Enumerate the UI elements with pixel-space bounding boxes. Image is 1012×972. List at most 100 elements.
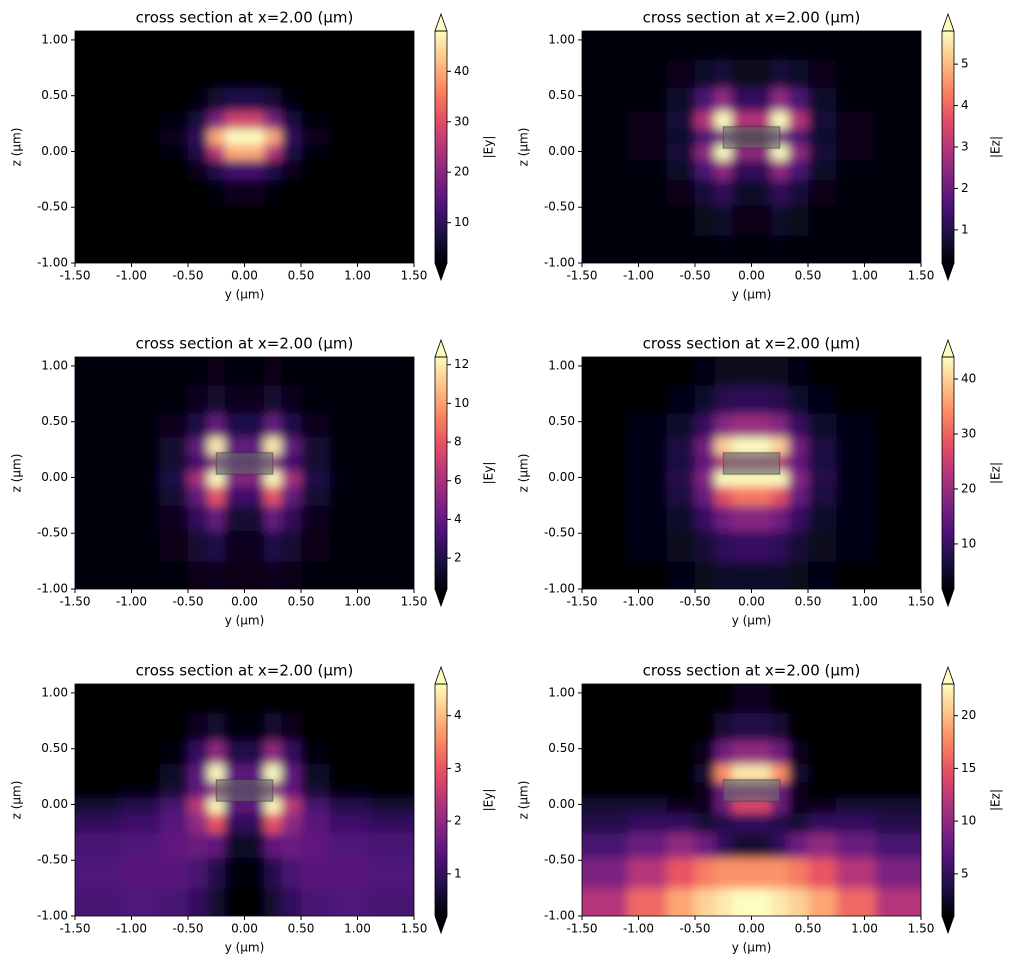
heatmap-cell bbox=[771, 159, 789, 180]
heatmap-cell bbox=[627, 144, 668, 161]
heatmap-cell bbox=[207, 712, 226, 741]
heatmap-cell bbox=[875, 87, 921, 112]
heatmap-cell bbox=[582, 128, 628, 145]
heatmap-cell bbox=[301, 888, 330, 916]
heatmap-cell bbox=[788, 530, 809, 562]
heatmap-cell bbox=[281, 485, 302, 506]
heatmap-cell bbox=[281, 812, 302, 833]
colorbar-label: |Ey| bbox=[482, 789, 496, 812]
cells bbox=[582, 684, 921, 916]
heatmap-cell bbox=[751, 763, 772, 783]
heatmap-cell bbox=[714, 357, 733, 386]
heatmap-cell bbox=[368, 436, 414, 456]
heatmap-cell bbox=[808, 888, 837, 916]
heatmap-cell bbox=[244, 235, 265, 263]
heatmap-cell bbox=[120, 144, 161, 161]
panel-title: cross section at x=2.00 (μm) bbox=[136, 335, 354, 353]
heatmap-cell bbox=[224, 144, 245, 161]
heatmap-cell bbox=[188, 812, 209, 833]
waveguide-outline bbox=[722, 779, 781, 802]
heatmap-cell bbox=[714, 159, 733, 180]
heatmap-cell bbox=[264, 31, 282, 60]
colorbar-tick-label: 10 bbox=[454, 396, 469, 410]
heatmap-cell bbox=[281, 832, 302, 858]
y-tick-label: 1.00 bbox=[548, 685, 575, 699]
heatmap-cell bbox=[771, 812, 789, 833]
heatmap-cell bbox=[714, 857, 733, 889]
heatmap-cell bbox=[207, 179, 226, 205]
heatmap-cell bbox=[808, 59, 837, 88]
heatmap-cell bbox=[751, 740, 772, 765]
heatmap-cell bbox=[75, 888, 121, 916]
heatmap-cell bbox=[188, 31, 209, 60]
heatmap-cell bbox=[714, 235, 733, 263]
heatmap-cell bbox=[75, 505, 121, 531]
heatmap-cell bbox=[836, 357, 877, 386]
heatmap-cell bbox=[714, 530, 733, 562]
x-tick-label: -0.50 bbox=[172, 269, 203, 283]
heatmap-cell bbox=[368, 781, 414, 798]
heatmap-cell bbox=[875, 470, 921, 487]
heatmap-cell bbox=[329, 530, 370, 562]
x-tick-label: -1.50 bbox=[566, 269, 597, 283]
heatmap-cell bbox=[188, 144, 209, 161]
heatmap-cell bbox=[281, 561, 302, 589]
heatmap-cell bbox=[244, 357, 265, 386]
heatmap-cell bbox=[75, 235, 121, 263]
heatmap-cell bbox=[731, 832, 752, 858]
heatmap-cell bbox=[582, 235, 628, 263]
heatmap-cell bbox=[695, 144, 716, 161]
colorbar-label: |Ez| bbox=[989, 789, 1003, 811]
heatmap-cell bbox=[120, 797, 161, 814]
heatmap-cell bbox=[751, 857, 772, 889]
heatmap-cell bbox=[788, 505, 809, 531]
heatmap-cell bbox=[244, 740, 265, 765]
heatmap-cell bbox=[875, 740, 921, 765]
heatmap-cell bbox=[75, 385, 121, 414]
heatmap-cell bbox=[788, 857, 809, 889]
heatmap-cell bbox=[751, 204, 772, 236]
heatmap-cell bbox=[75, 781, 121, 798]
heatmap-cell bbox=[301, 87, 330, 112]
heatmap-cell bbox=[695, 204, 716, 236]
heatmap-cell bbox=[159, 385, 189, 414]
heatmap-cell bbox=[836, 832, 877, 858]
x-tick-label: 1.50 bbox=[401, 595, 428, 609]
heatmap-cell bbox=[695, 235, 716, 263]
x-tick-label: -1.00 bbox=[116, 595, 147, 609]
heatmap-cell bbox=[731, 31, 752, 60]
heatmap-cell bbox=[244, 812, 265, 833]
heatmap-cell bbox=[875, 812, 921, 833]
heatmap-cell bbox=[751, 385, 772, 414]
heatmap-cell bbox=[582, 740, 628, 765]
heatmap-cell bbox=[788, 179, 809, 205]
colorbar-tick-label: 2 bbox=[961, 181, 969, 195]
colorbar-tick-label: 10 bbox=[961, 536, 976, 550]
heatmap-cell bbox=[207, 436, 226, 456]
heatmap-cell bbox=[368, 31, 414, 60]
heatmap-cell bbox=[875, 357, 921, 386]
heatmap-cell bbox=[875, 110, 921, 130]
heatmap-cell bbox=[751, 159, 772, 180]
heatmap-cell bbox=[695, 413, 716, 438]
heatmap-cell bbox=[188, 204, 209, 236]
heatmap-cell bbox=[836, 413, 877, 438]
x-tick-label: -0.50 bbox=[679, 922, 710, 936]
colorbar-tick-label: 3 bbox=[961, 140, 969, 154]
heatmap-cell bbox=[264, 413, 282, 438]
heatmap-cell bbox=[368, 740, 414, 765]
heatmap-cell bbox=[666, 357, 696, 386]
heatmap-cell bbox=[695, 781, 716, 798]
heatmap-cell bbox=[159, 712, 189, 741]
heatmap-cell bbox=[368, 485, 414, 506]
heatmap-cell bbox=[714, 505, 733, 531]
heatmap-cell bbox=[301, 159, 330, 180]
x-tick-label: -1.00 bbox=[623, 269, 654, 283]
heatmap-cell bbox=[75, 530, 121, 562]
heatmap-cell bbox=[159, 436, 189, 456]
panel-title: cross section at x=2.00 (μm) bbox=[136, 9, 354, 27]
heatmap-cell bbox=[329, 857, 370, 889]
heatmap-cell bbox=[751, 505, 772, 531]
heatmap-cell bbox=[788, 413, 809, 438]
heatmap-cell bbox=[368, 797, 414, 814]
